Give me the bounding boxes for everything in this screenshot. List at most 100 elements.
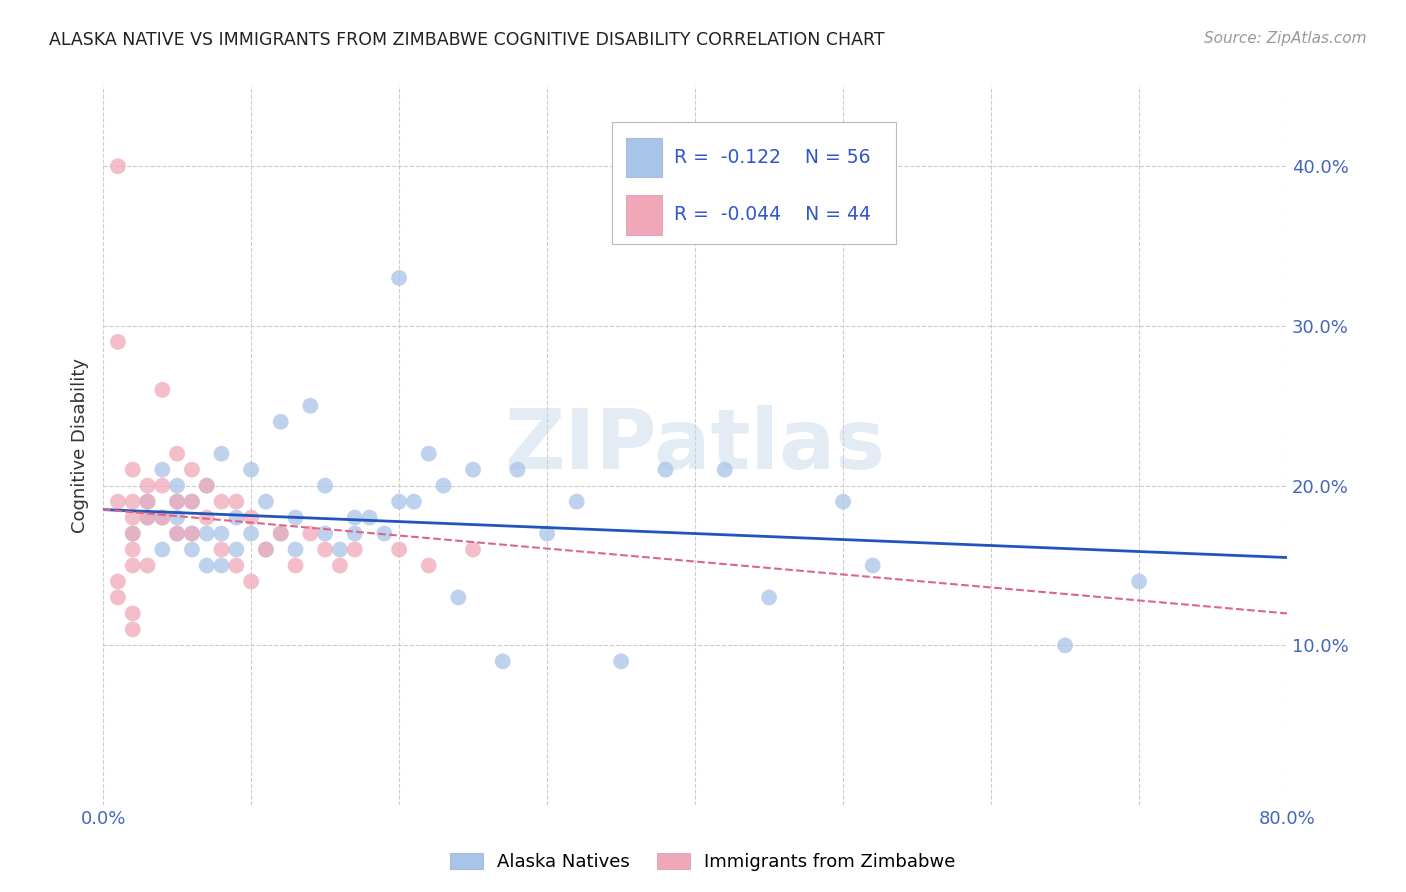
Point	[121, 526, 143, 541]
Point	[150, 542, 173, 557]
Point	[447, 591, 470, 605]
Point	[150, 510, 173, 524]
Point	[713, 463, 735, 477]
Point	[610, 654, 633, 668]
Point	[195, 526, 218, 541]
Point	[166, 526, 188, 541]
Point	[270, 526, 292, 541]
Point	[150, 510, 173, 524]
Point	[314, 542, 336, 557]
Point	[418, 558, 440, 573]
Point	[121, 494, 143, 508]
Point	[195, 478, 218, 492]
Y-axis label: Cognitive Disability: Cognitive Disability	[72, 359, 89, 533]
Point	[240, 526, 263, 541]
Bar	[627, 137, 662, 178]
Point	[121, 526, 143, 541]
Point	[107, 494, 129, 508]
Point	[136, 510, 159, 524]
Point	[299, 526, 322, 541]
Point	[150, 463, 173, 477]
Point	[506, 463, 529, 477]
Text: R =  -0.044    N = 44: R = -0.044 N = 44	[673, 205, 870, 225]
Point	[121, 607, 143, 621]
Point	[343, 542, 366, 557]
Point	[329, 558, 352, 573]
Point	[270, 415, 292, 429]
Point	[461, 542, 484, 557]
Point	[1128, 574, 1150, 589]
Point	[254, 494, 277, 508]
Point	[195, 558, 218, 573]
Point	[121, 558, 143, 573]
Point	[432, 478, 454, 492]
Point	[121, 623, 143, 637]
Point	[343, 510, 366, 524]
Point	[832, 494, 855, 508]
Point	[181, 463, 204, 477]
Point	[181, 526, 204, 541]
Point	[240, 574, 263, 589]
Point	[181, 494, 204, 508]
Point	[211, 526, 233, 541]
Point	[107, 574, 129, 589]
Point	[150, 383, 173, 397]
Point	[565, 494, 588, 508]
Point	[166, 478, 188, 492]
Point	[166, 494, 188, 508]
Point	[402, 494, 425, 508]
Point	[758, 591, 780, 605]
Point	[654, 463, 676, 477]
Bar	[627, 195, 662, 235]
Point	[388, 271, 411, 285]
Point	[373, 526, 395, 541]
Point	[418, 447, 440, 461]
Point	[461, 463, 484, 477]
Point	[121, 463, 143, 477]
Point	[225, 494, 247, 508]
Point	[136, 478, 159, 492]
Point	[240, 510, 263, 524]
Point	[181, 542, 204, 557]
Point	[225, 510, 247, 524]
Point	[314, 526, 336, 541]
Point	[284, 558, 307, 573]
Point	[240, 463, 263, 477]
Text: R =  -0.122    N = 56: R = -0.122 N = 56	[673, 148, 870, 167]
Point	[254, 542, 277, 557]
Point	[492, 654, 515, 668]
Point	[136, 558, 159, 573]
Point	[166, 447, 188, 461]
Legend: Alaska Natives, Immigrants from Zimbabwe: Alaska Natives, Immigrants from Zimbabwe	[443, 846, 963, 879]
Point	[181, 526, 204, 541]
Point	[1054, 639, 1077, 653]
Point	[299, 399, 322, 413]
Point	[359, 510, 381, 524]
Point	[211, 494, 233, 508]
Text: ALASKA NATIVE VS IMMIGRANTS FROM ZIMBABWE COGNITIVE DISABILITY CORRELATION CHART: ALASKA NATIVE VS IMMIGRANTS FROM ZIMBABW…	[49, 31, 884, 49]
Point	[166, 526, 188, 541]
Point	[270, 526, 292, 541]
Point	[150, 478, 173, 492]
Point	[343, 526, 366, 541]
Point	[225, 558, 247, 573]
FancyBboxPatch shape	[612, 122, 897, 244]
Point	[121, 542, 143, 557]
Point	[314, 478, 336, 492]
Point	[195, 510, 218, 524]
Point	[284, 542, 307, 557]
Point	[107, 159, 129, 173]
Point	[211, 447, 233, 461]
Text: ZIPatlas: ZIPatlas	[505, 405, 886, 486]
Point	[329, 542, 352, 557]
Point	[388, 542, 411, 557]
Point	[195, 478, 218, 492]
Point	[181, 494, 204, 508]
Point	[211, 558, 233, 573]
Point	[107, 591, 129, 605]
Point	[166, 494, 188, 508]
Text: Source: ZipAtlas.com: Source: ZipAtlas.com	[1204, 31, 1367, 46]
Point	[166, 510, 188, 524]
Point	[284, 510, 307, 524]
Point	[136, 510, 159, 524]
